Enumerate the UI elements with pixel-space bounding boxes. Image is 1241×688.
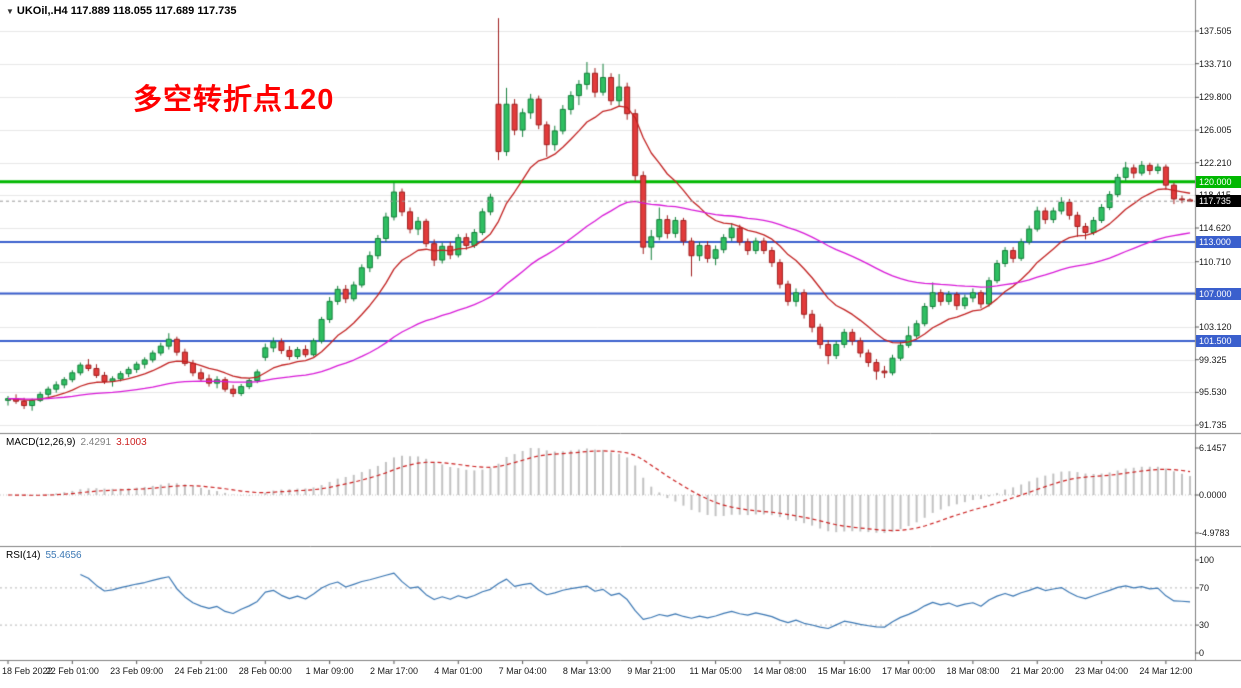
rsi-value: 55.4656 [45, 550, 82, 561]
price-axis-label: 91.735 [1199, 420, 1227, 431]
rsi-axis-label: 0 [1199, 648, 1205, 658]
price-level-badge: 107.000 [1196, 287, 1241, 300]
chart-annotation-text: 多空转折点120 [133, 84, 335, 116]
price-axis-label: 110.710 [1199, 256, 1231, 267]
price-axis-label: 103.120 [1199, 322, 1232, 333]
price-axis-label: 126.005 [1199, 125, 1232, 135]
time-axis-label: 8 Mar 13:00 [562, 666, 611, 676]
symbol-timeframe-label: UKOil,.H4 [16, 5, 68, 17]
time-axis-label: 7 Mar 04:00 [498, 666, 547, 676]
rsi-name: RSI(14) [6, 550, 41, 561]
macd-axis-label: 0.0000 [1199, 490, 1227, 500]
symbol-dropdown-icon[interactable]: ▼ [6, 7, 14, 16]
price-axis-label: 129.800 [1199, 92, 1232, 103]
time-axis-label: 24 Feb 21:00 [174, 666, 228, 676]
ohlc-readout: 117.889 118.055 117.689 117.735 [70, 5, 237, 17]
time-axis-label: 21 Mar 20:00 [1010, 666, 1064, 676]
rsi-axis-label: 100 [1199, 555, 1215, 565]
time-axis-label: 22 Feb 01:00 [45, 666, 99, 676]
time-axis-label: 11 Mar 05:00 [689, 666, 742, 676]
price-axis-label: 114.620 [1199, 223, 1231, 234]
time-axis-label: 4 Mar 01:00 [434, 666, 483, 676]
price-axis-label: 133.710 [1199, 58, 1232, 69]
time-axis-label: 23 Mar 04:00 [1075, 666, 1129, 676]
macd-axis-label: 6.1457 [1199, 443, 1227, 453]
time-axis-label: 18 Feb 2022 [2, 666, 53, 676]
time-axis-label: 2 Mar 17:00 [369, 666, 418, 676]
rsi-axis-label: 30 [1199, 620, 1210, 631]
time-axis-label: 17 Mar 00:00 [882, 666, 936, 676]
price-axis-label: 137.505 [1199, 26, 1232, 36]
time-axis-label: 24 Mar 12:00 [1139, 666, 1193, 676]
time-axis-label: 1 Mar 09:00 [305, 666, 354, 676]
price-axis-label: 99.325 [1199, 354, 1227, 365]
chart-title: ▼ UKOil,.H4 117.889 118.055 117.689 117.7… [6, 5, 237, 17]
current-price-badge: 117.735 [1196, 195, 1241, 208]
time-axis-label: 18 Mar 08:00 [946, 666, 1000, 676]
price-level-badge: 120.000 [1196, 175, 1241, 188]
price-axis-label: 122.210 [1199, 157, 1232, 168]
macd-value-signal: 3.1003 [116, 437, 147, 448]
price-level-badge: 101.500 [1196, 334, 1241, 347]
time-axis-label: 15 Mar 16:00 [817, 666, 871, 676]
time-axis-label: 14 Mar 08:00 [753, 666, 807, 676]
macd-indicator-label: MACD(12,26,9) 2.4291 3.1003 [6, 437, 147, 448]
macd-axis-label: -4.9783 [1199, 528, 1230, 538]
time-axis-label: 28 Feb 00:00 [238, 666, 292, 676]
macd-value-main: 2.4291 [80, 437, 112, 448]
time-axis-label: 9 Mar 21:00 [627, 666, 676, 676]
macd-name: MACD(12,26,9) [6, 437, 76, 448]
price-level-badge: 113.000 [1196, 235, 1241, 248]
time-axis-label: 23 Feb 09:00 [110, 666, 164, 676]
price-axis-label: 95.530 [1199, 387, 1227, 398]
rsi-indicator-label: RSI(14) 55.4656 [6, 550, 82, 561]
rsi-axis-label: 70 [1199, 582, 1210, 593]
